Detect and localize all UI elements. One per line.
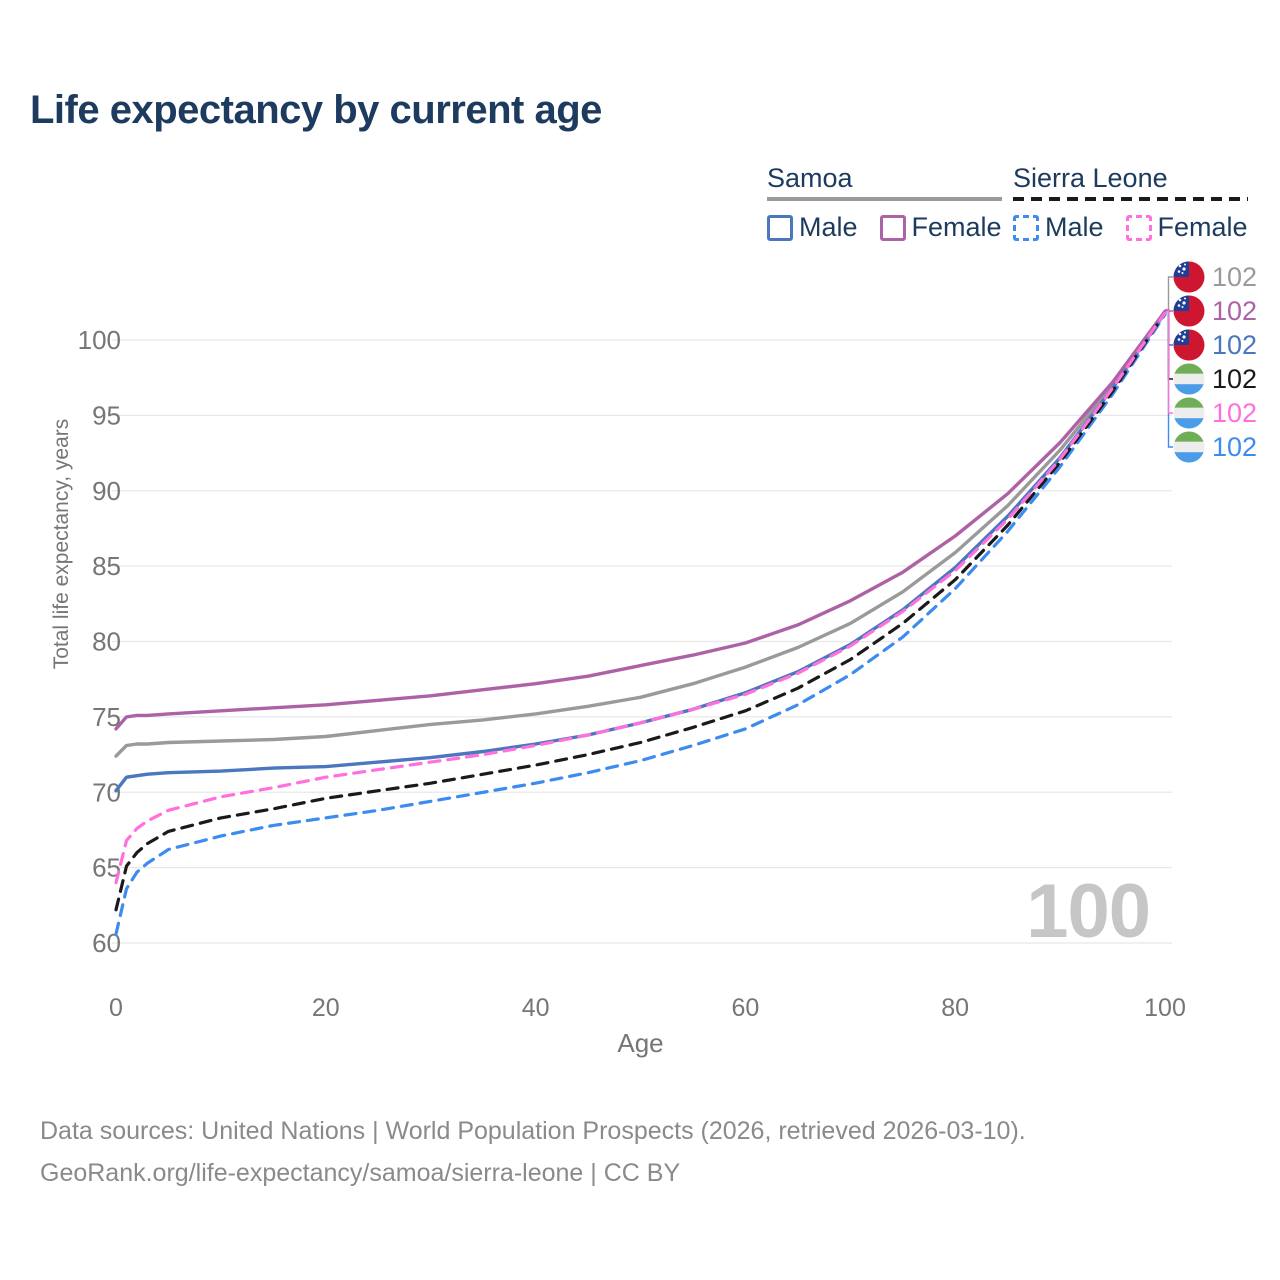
end-value-label-sierra-leone-female: 102 xyxy=(1212,398,1257,428)
legend-sierra-leone-header[interactable]: Sierra Leone xyxy=(1013,163,1248,201)
legend-sierra-leone: Sierra Leone Male Female xyxy=(1013,163,1248,243)
end-value-label-samoa-male: 102 xyxy=(1212,330,1257,360)
y-tick-label: 80 xyxy=(92,627,121,657)
footer-attribution: GeoRank.org/life-expectancy/samoa/sierra… xyxy=(40,1159,681,1187)
legend-sierra-leone-female-label: Female xyxy=(1157,212,1248,242)
series-line-sierra-leone-male xyxy=(114,312,1167,936)
age-counter-watermark: 100 xyxy=(1026,869,1151,954)
sierra-leone-line-style-swatch xyxy=(1013,197,1248,201)
legend-sierra-leone-male[interactable]: Male xyxy=(1013,212,1104,243)
end-value-label-samoa-total: 102 xyxy=(1212,262,1257,292)
end-value-label-samoa-female: 102 xyxy=(1212,296,1257,326)
samoa-flag-icon xyxy=(1173,329,1205,361)
legend-samoa: Samoa Male Female xyxy=(767,163,1002,243)
legend-samoa-title: Samoa xyxy=(767,163,853,193)
samoa-flag-icon xyxy=(1173,295,1205,327)
x-tick-label: 100 xyxy=(1144,994,1186,1022)
legend-samoa-male-label: Male xyxy=(799,212,858,242)
callout-connector-samoa-total xyxy=(1165,276,1173,311)
y-tick-label: 100 xyxy=(78,325,121,355)
legend-sierra-leone-title: Sierra Leone xyxy=(1013,163,1168,193)
legend-sierra-leone-female[interactable]: Female xyxy=(1125,212,1248,243)
samoa-male-swatch xyxy=(767,214,793,241)
end-value-label-sierra-leone-male: 102 xyxy=(1212,432,1257,462)
legend-sierra-leone-male-label: Male xyxy=(1045,212,1104,242)
x-tick-label: 20 xyxy=(312,994,340,1022)
series-line-samoa-total xyxy=(114,309,1167,758)
x-tick-label: 60 xyxy=(731,994,759,1022)
series-line-samoa-male xyxy=(114,311,1167,793)
series-line-samoa-female xyxy=(114,309,1167,731)
page-title: Life expectancy by current age xyxy=(30,88,602,132)
x-tick-label: 40 xyxy=(522,994,550,1022)
legend-samoa-female-label: Female xyxy=(911,212,1002,242)
series-line-sierra-leone-female xyxy=(114,311,1167,885)
callout-connector-sierra-leone-female xyxy=(1165,309,1173,414)
legend-samoa-female[interactable]: Female xyxy=(879,212,1002,243)
sierra-leone-flag-icon xyxy=(1173,431,1205,463)
sierra-leone-female-swatch xyxy=(1125,214,1152,241)
x-axis-title: Age xyxy=(617,1028,663,1058)
samoa-flag-icon xyxy=(1173,261,1205,293)
samoa-female-swatch xyxy=(879,214,906,241)
footer: Data sources: United Nations | World Pop… xyxy=(40,1110,1026,1194)
legend-samoa-header[interactable]: Samoa xyxy=(767,163,1002,201)
x-tick-label: 0 xyxy=(109,994,123,1022)
x-tick-label: 80 xyxy=(941,994,969,1022)
legend-samoa-male[interactable]: Male xyxy=(767,212,858,243)
sierra-leone-flag-icon xyxy=(1173,363,1205,395)
footer-data-sources: Data sources: United Nations | World Pop… xyxy=(40,1117,1026,1145)
sierra-leone-male-swatch xyxy=(1013,214,1039,241)
y-tick-label: 85 xyxy=(92,551,121,581)
y-axis-title: Total life expectancy, years xyxy=(50,419,73,670)
series-line-sierra-leone-total xyxy=(114,311,1167,912)
samoa-line-style-swatch xyxy=(767,197,1002,201)
y-tick-label: 95 xyxy=(92,400,121,430)
y-tick-label: 90 xyxy=(92,476,121,506)
sierra-leone-flag-icon xyxy=(1173,397,1205,429)
end-value-label-sierra-leone-total: 102 xyxy=(1212,364,1257,394)
